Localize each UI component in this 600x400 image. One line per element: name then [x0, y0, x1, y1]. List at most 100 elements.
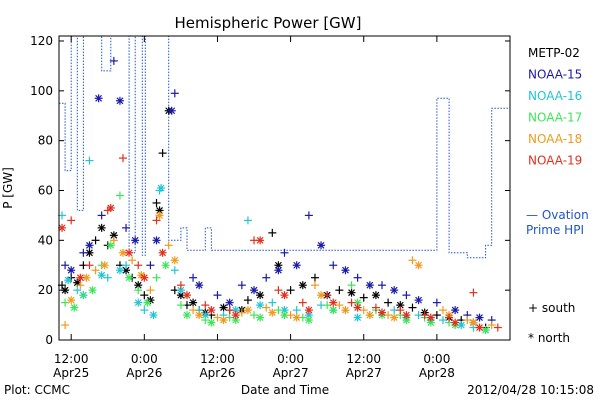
south-point [91, 266, 100, 275]
south-point [176, 301, 185, 310]
south-point [146, 261, 155, 270]
north-point [207, 306, 216, 315]
y-tick-label: 0 [45, 333, 53, 347]
south-point [85, 156, 94, 165]
north-point [469, 318, 478, 327]
north-point [451, 306, 460, 315]
legend-item-noaa-16: NOAA-16 [528, 89, 582, 103]
north-point [170, 256, 179, 265]
north-point [67, 266, 76, 275]
north-point [231, 311, 240, 320]
legend-item-noaa-17: NOAA-17 [528, 111, 582, 125]
south-point [76, 281, 85, 290]
south-point [201, 316, 210, 325]
north-point [115, 96, 124, 105]
south-point [152, 198, 161, 207]
south-point [323, 301, 332, 310]
north-point [353, 303, 362, 312]
south-point [408, 256, 417, 265]
footer-timestamp: 2012/04/28 10:15:08 [467, 383, 594, 397]
north-point [475, 323, 484, 332]
south-point [152, 273, 161, 282]
ovation-label-line1: — Ovation [526, 208, 589, 222]
north-point [189, 298, 198, 307]
south-point [134, 261, 143, 270]
north-point [256, 236, 265, 245]
south-point [371, 303, 380, 312]
south-point [201, 301, 210, 310]
legend-item-noaa-18: NOAA-18 [528, 132, 582, 146]
south-point [122, 223, 131, 232]
south-point [323, 291, 332, 300]
north-point [140, 273, 149, 282]
south-point [432, 298, 441, 307]
south-point [268, 228, 277, 237]
north-point [292, 313, 301, 322]
north-point [274, 266, 283, 275]
data-points-layer [58, 56, 502, 335]
north-point [158, 248, 167, 257]
south-point [280, 248, 289, 257]
south-point [91, 236, 100, 245]
south-point [420, 311, 429, 320]
north-point [256, 313, 265, 322]
north-point [97, 271, 106, 280]
south-point [237, 308, 246, 317]
south-point [79, 291, 88, 300]
north-point [280, 291, 289, 300]
x-tick-label-time: 12:00 [346, 352, 381, 366]
north-point [225, 298, 234, 307]
north-point [378, 308, 387, 317]
x-tick-label-time: 12:00 [200, 352, 235, 366]
x-axis: 12:00Apr250:00Apr2612:00Apr260:00Apr2712… [53, 36, 455, 380]
north-point [414, 261, 423, 270]
legend-item-noaa-15: NOAA-15 [528, 68, 582, 82]
plot-frame [58, 35, 511, 341]
south-point [176, 281, 185, 290]
north-point [365, 311, 374, 320]
north-point [304, 306, 313, 315]
north-point [304, 316, 313, 325]
south-point [109, 236, 118, 245]
south-point [250, 311, 259, 320]
south-point [134, 286, 143, 295]
north-point [182, 311, 191, 320]
north-point [88, 286, 97, 295]
south-point [359, 293, 368, 302]
x-tick-label-time: 0:00 [131, 352, 158, 366]
marker-legend-south: + south [528, 301, 575, 315]
south-point [61, 298, 70, 307]
north-point [64, 276, 73, 285]
north-point [161, 261, 170, 270]
south-point [463, 316, 472, 325]
south-point [402, 291, 411, 300]
north-point [134, 298, 143, 307]
north-point [317, 291, 326, 300]
south-point [310, 281, 319, 290]
south-point [329, 261, 338, 270]
north-point [85, 241, 94, 250]
north-point [304, 311, 313, 320]
north-point [341, 266, 350, 275]
north-point [329, 298, 338, 307]
south-point [262, 303, 271, 312]
x-tick-label-date: Apr26 [199, 366, 235, 380]
footer-plot-credit: Plot: CCMC [4, 383, 70, 397]
south-point [61, 321, 70, 330]
south-point [469, 288, 478, 297]
north-point [115, 266, 124, 275]
south-point [384, 298, 393, 307]
north-point [106, 203, 115, 212]
north-point [292, 261, 301, 270]
north-point [97, 223, 106, 232]
y-tick-label: 20 [38, 283, 53, 297]
x-tick-label-date: Apr26 [126, 366, 162, 380]
north-point [155, 211, 164, 220]
ovation-label-line2: Prime HPI [526, 223, 584, 237]
south-point [67, 216, 76, 225]
south-point [85, 261, 94, 270]
north-point [353, 298, 362, 307]
south-point [158, 149, 167, 158]
north-point [94, 94, 103, 103]
